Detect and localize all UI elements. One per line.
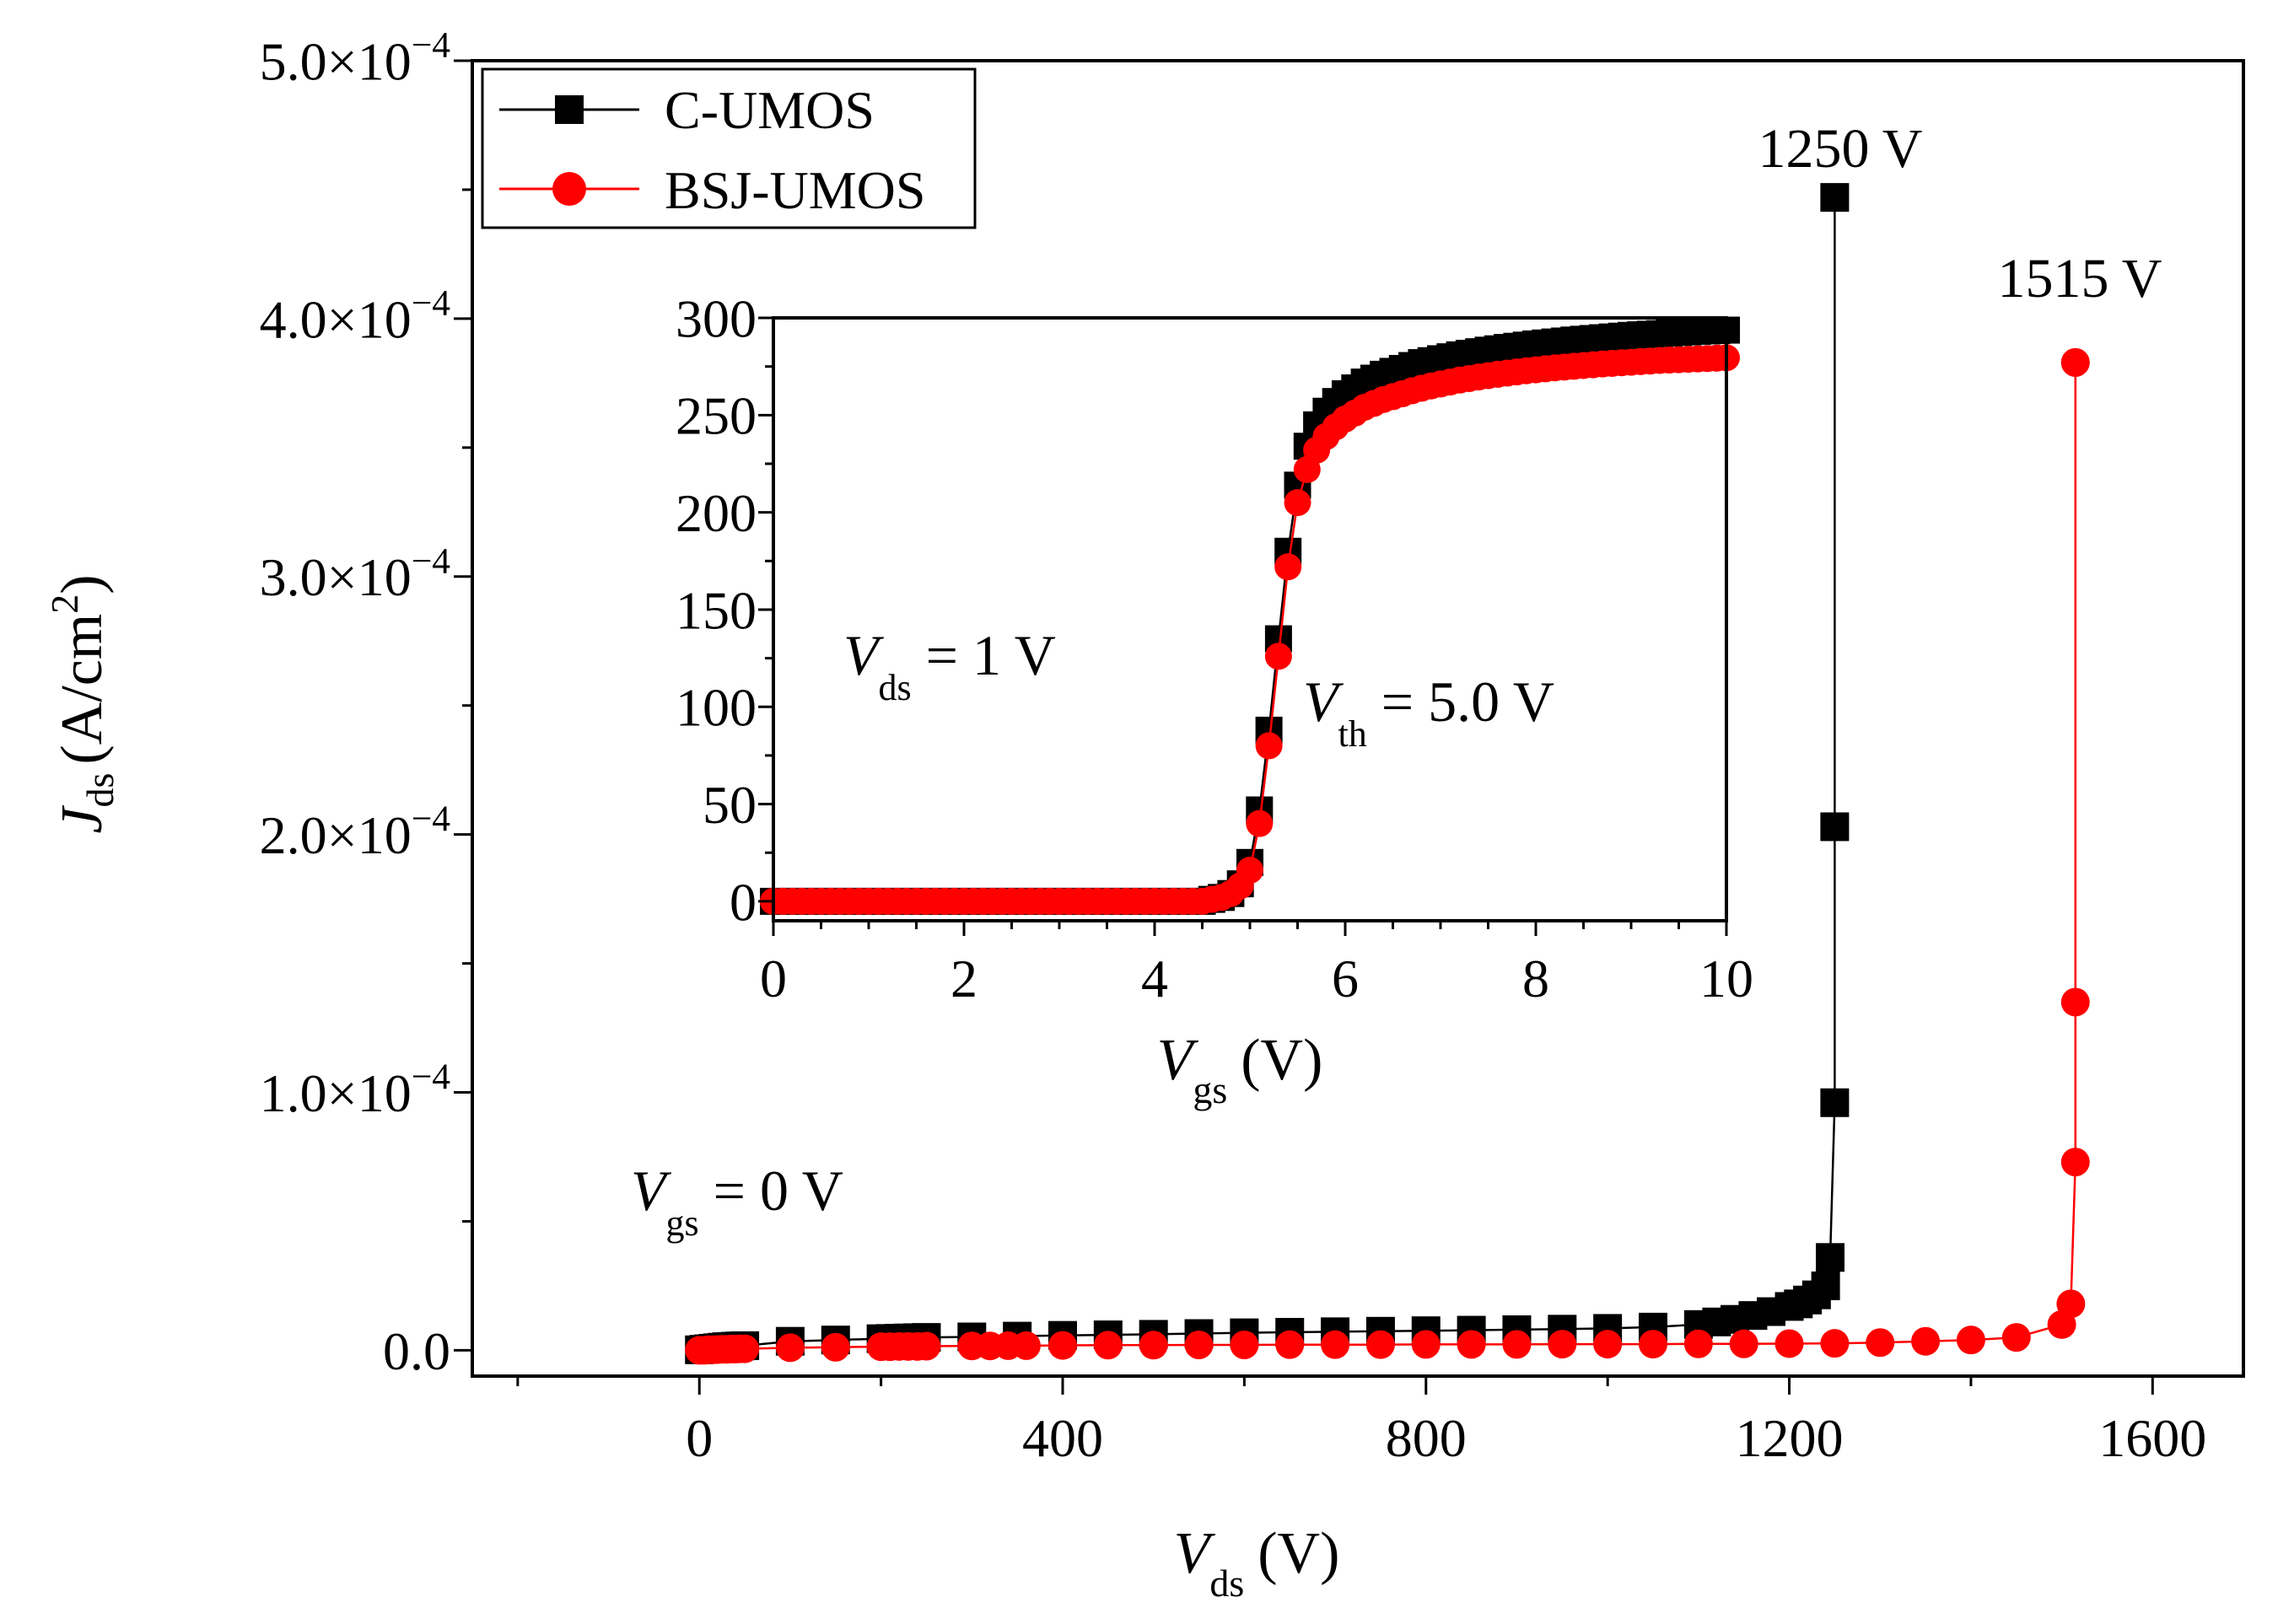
main-point-bsj-umos: [1275, 1330, 1305, 1359]
main-x-axis-label: Vds (V): [1174, 1521, 1340, 1605]
main-plot: 0 400 800 1200 16000.01.0×10−42.0×10−43.0×10…: [43, 25, 2245, 1605]
main-plot-frame: [471, 59, 2245, 1378]
inset-x-tick-label: 4: [1141, 949, 1168, 1008]
inset-point-bsj-umos: [1246, 809, 1274, 837]
annotation-1515v: 1515 V: [1998, 248, 2162, 309]
inset-point-bsj-umos: [1264, 643, 1292, 670]
main-y-axis-label: Jds(A/cm2): [43, 574, 121, 833]
main-point-bsj-umos: [1729, 1329, 1758, 1358]
inset-x-tick-label: 0: [760, 949, 787, 1008]
main-point-bsj-umos: [1866, 1328, 1895, 1358]
main-point-bsj-umos: [1093, 1331, 1123, 1360]
annotation-vds-1v: Vds = 1 V: [843, 623, 1056, 708]
main-point-bsj-umos: [1230, 1330, 1259, 1359]
main-point-bsj-umos: [2060, 1148, 2090, 1177]
main-x-tick-label: 400: [1022, 1408, 1103, 1468]
main-point-bsj-umos: [1139, 1331, 1168, 1360]
main-y-tick-label: 1.0×10−4: [260, 1057, 451, 1123]
main-y-tick-label: 2.0×10−4: [260, 799, 451, 865]
main-x-tick-label: 800: [1386, 1408, 1467, 1468]
main-point-bsj-umos: [1683, 1329, 1713, 1358]
legend-item-c-umos: C-UMOS: [499, 80, 875, 140]
main-point-c-umos: [1820, 812, 1850, 842]
main-point-c-umos: [1811, 1271, 1840, 1300]
main-point-bsj-umos: [1548, 1330, 1577, 1359]
legend: C-UMOS BSJ-UMOS: [481, 67, 977, 229]
inset-y-tick-label: 200: [676, 483, 757, 543]
inset-x-tick-label: 10: [1699, 949, 1753, 1008]
legend-square-marker: [555, 95, 584, 124]
main-point-bsj-umos: [1365, 1330, 1395, 1359]
main-point-bsj-umos: [775, 1333, 805, 1363]
main-point-bsj-umos: [1411, 1330, 1441, 1359]
main-point-bsj-umos: [2001, 1323, 2031, 1352]
legend-label-c-umos: C-UMOS: [665, 80, 875, 140]
main-point-bsj-umos: [912, 1331, 941, 1361]
legend-circle-marker: [552, 172, 586, 206]
inset-point-bsj-umos: [1236, 857, 1263, 885]
main-y-tick-label: 4.0×10−4: [260, 282, 451, 349]
main-point-bsj-umos: [1457, 1330, 1486, 1359]
main-point-bsj-umos: [1911, 1326, 1941, 1356]
main-point-bsj-umos: [1639, 1330, 1667, 1359]
legend-item-bsj-umos: BSJ-UMOS: [499, 160, 925, 220]
main-point-bsj-umos: [1820, 1329, 1850, 1358]
inset-y-tick-label: 250: [676, 386, 757, 446]
main-point-bsj-umos: [730, 1334, 760, 1363]
main-y-tick-label: 0.0: [383, 1321, 450, 1381]
main-point-bsj-umos: [1321, 1330, 1350, 1359]
annotation-1250v: 1250 V: [1758, 118, 1923, 180]
inset-series-bsj-umos: [760, 344, 1740, 915]
main-point-bsj-umos: [1956, 1326, 1985, 1355]
main-point-c-umos: [1820, 183, 1850, 212]
main-point-bsj-umos: [2060, 987, 2090, 1017]
main-point-bsj-umos: [2060, 347, 2090, 377]
inset-x-tick-label: 6: [1332, 949, 1359, 1008]
inset-y-tick-label: 100: [676, 678, 757, 738]
inset-x-axis-label: Vgs (V): [1157, 1028, 1323, 1111]
inset-point-bsj-umos: [1284, 489, 1311, 517]
main-point-bsj-umos: [1774, 1329, 1804, 1358]
annotation-vgs-0v: Vgs = 0 V: [631, 1159, 843, 1244]
main-point-bsj-umos: [821, 1332, 850, 1362]
main-point-c-umos: [1816, 1243, 1844, 1272]
main-x-tick-label: 1600: [2098, 1408, 2206, 1468]
main-point-c-umos: [1820, 1088, 1850, 1117]
inset-y-tick-label: 300: [676, 288, 757, 348]
main-y-tick-label: 3.0×10−4: [260, 540, 451, 607]
main-point-bsj-umos: [1593, 1330, 1623, 1359]
annotation-vth-5v: Vth = 5.0 V: [1303, 669, 1554, 755]
inset-point-bsj-umos: [1274, 553, 1302, 581]
inset-x-tick-label: 8: [1522, 949, 1549, 1008]
inset-y-tick-label: 150: [676, 580, 757, 640]
main-series-bsj-umos: [685, 347, 2090, 1365]
legend-label-bsj-umos: BSJ-UMOS: [665, 160, 925, 220]
main-point-bsj-umos: [1184, 1330, 1214, 1359]
inset-x-tick-label: 2: [951, 949, 977, 1008]
main-x-tick-label: 0: [686, 1408, 713, 1468]
main-point-bsj-umos: [1502, 1330, 1532, 1359]
main-point-bsj-umos: [1011, 1331, 1041, 1360]
inset-y-tick-label: 0: [730, 872, 757, 932]
inset-point-bsj-umos: [1255, 732, 1283, 760]
main-y-tick-label: 5.0×10−4: [260, 25, 451, 92]
inset-y-tick-label: 50: [703, 775, 757, 835]
main-x-tick-label: 1200: [1736, 1408, 1844, 1468]
main-point-bsj-umos: [2056, 1289, 2086, 1319]
main-point-bsj-umos: [1048, 1331, 1077, 1360]
